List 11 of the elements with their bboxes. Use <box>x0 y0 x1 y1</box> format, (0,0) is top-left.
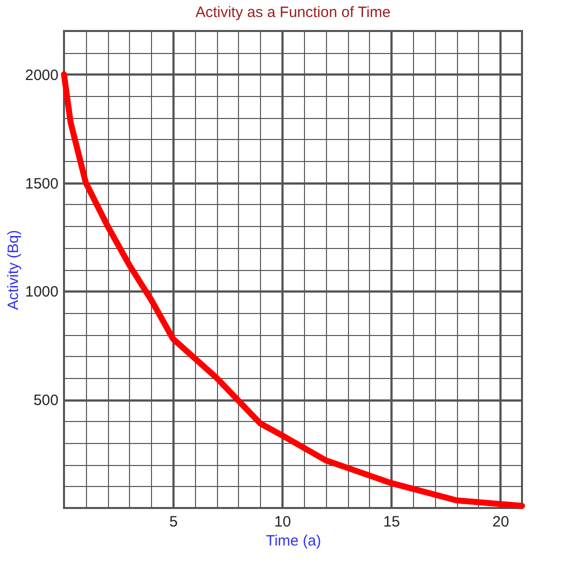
y-tick-label: 1000 <box>25 284 58 301</box>
x-tick-label: 5 <box>169 514 178 530</box>
y-tick-label: 500 <box>33 392 58 410</box>
x-axis-title: Time (a) <box>266 532 322 550</box>
chart-title: Activity as a Function of Time <box>195 4 391 21</box>
x-tick-label: 10 <box>274 514 291 530</box>
y-tick-label: 2000 <box>25 66 58 84</box>
x-tick-label: 20 <box>492 514 510 530</box>
x-tick-label: 15 <box>383 514 400 530</box>
y-axis-title: Activity (Bq) <box>5 230 22 310</box>
y-tick-label: 1500 <box>25 175 58 192</box>
